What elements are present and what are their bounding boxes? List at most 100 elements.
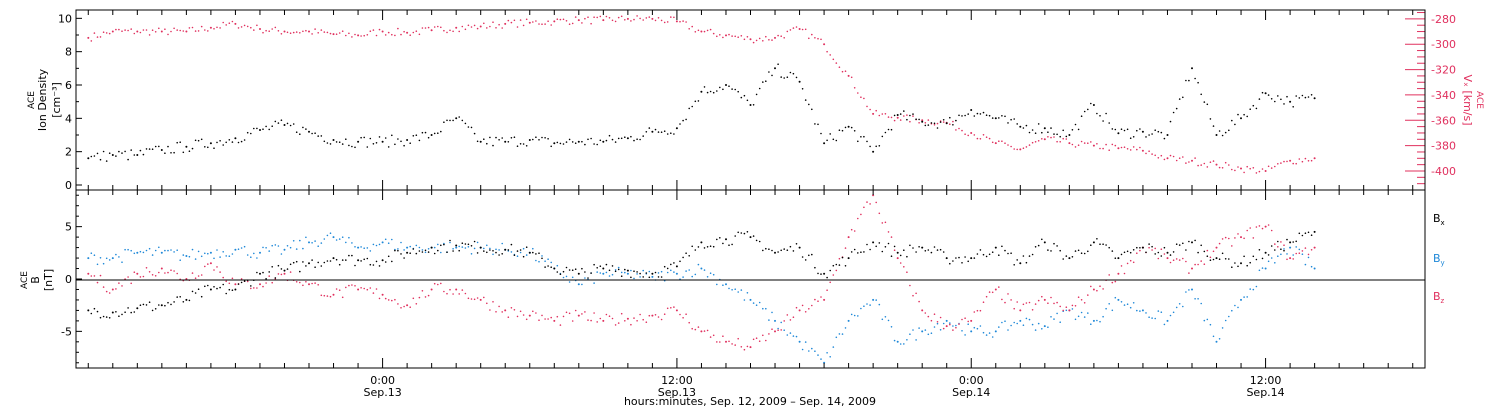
density-trace-dot — [786, 76, 789, 78]
bx-trace-dot — [768, 248, 770, 250]
vx-trace-dot — [967, 134, 969, 137]
bz-trace-dot — [985, 295, 988, 298]
bz-trace-dot — [982, 301, 985, 304]
by-trace-dot — [108, 259, 111, 261]
by-trace-dot — [1277, 255, 1279, 257]
density-trace-dot — [525, 145, 528, 147]
density-trace-dot — [418, 139, 421, 142]
bx-point — [798, 246, 801, 249]
density-trace-dot — [1105, 112, 1107, 115]
bz-trace-dot — [961, 318, 963, 321]
vx-trace-dot — [817, 37, 819, 40]
vx-trace-dot — [1228, 164, 1230, 166]
bx-trace-dot — [1258, 249, 1261, 251]
bx-point — [847, 257, 850, 260]
vx-trace-dot — [771, 39, 773, 41]
density-trace-dot — [709, 90, 712, 93]
by-trace-dot — [142, 251, 145, 254]
bx-trace-dot — [277, 264, 280, 267]
bx-trace-dot — [268, 271, 271, 273]
bz-trace-dot — [820, 296, 822, 298]
vx-trace-dot — [608, 17, 611, 19]
vx-trace-dot — [893, 119, 896, 122]
bz-trace-dot — [562, 315, 565, 318]
vx-trace-dot — [173, 27, 175, 30]
by-trace-dot — [246, 254, 249, 256]
bz-trace-dot — [1261, 227, 1264, 230]
bx-trace-dot — [384, 261, 387, 263]
density-point — [921, 120, 924, 123]
bz-point — [798, 309, 801, 312]
bx-trace-dot — [639, 272, 641, 275]
bx-trace-dot — [1169, 254, 1172, 256]
bz-trace-dot — [1277, 246, 1279, 248]
bz-trace-dot — [624, 320, 626, 322]
by-trace-dot — [869, 304, 871, 306]
by-point — [872, 298, 875, 301]
bx-trace-dot — [817, 272, 819, 275]
density-trace-dot — [335, 141, 338, 143]
bz-trace-dot — [924, 312, 927, 314]
bz-trace-dot — [1246, 229, 1248, 232]
density-trace-dot — [939, 121, 942, 123]
density-point — [1117, 132, 1120, 135]
vx-trace-dot — [369, 30, 372, 32]
vx-trace-dot — [486, 27, 488, 29]
bz-trace-dot — [1172, 259, 1175, 262]
vx-trace-dot — [133, 32, 136, 35]
bz-trace-dot — [437, 283, 439, 286]
vx-trace-dot — [1200, 164, 1202, 166]
vx-trace-dot — [1071, 143, 1074, 146]
by-trace-dot — [1034, 329, 1037, 331]
vx-trace-dot — [124, 29, 126, 31]
vx-trace-dot — [829, 54, 831, 56]
bz-trace-dot — [1310, 249, 1313, 251]
bx-trace-dot — [1077, 249, 1080, 252]
bz-trace-dot — [348, 284, 350, 287]
bx-trace-dot — [648, 276, 651, 279]
bz-trace-dot — [424, 296, 427, 298]
bz-trace-dot — [262, 285, 264, 288]
legend-bz: Bz — [1433, 290, 1445, 305]
bx-trace-dot — [176, 296, 178, 298]
by-trace-dot — [1292, 254, 1294, 256]
bx-trace-dot — [961, 262, 963, 264]
bx-point — [774, 251, 776, 254]
bx-trace-dot — [939, 248, 942, 251]
density-axis-label: ACE Ion Density [cm⁻³] — [27, 68, 63, 131]
density-trace-dot — [964, 114, 966, 117]
by-point — [994, 330, 997, 333]
by-trace-dot — [127, 248, 129, 251]
bx-trace-dot — [927, 249, 930, 251]
bz-trace-dot — [581, 313, 583, 315]
bz-trace-dot — [473, 298, 476, 301]
density-trace-dot — [1041, 131, 1043, 134]
by-trace-dot — [611, 273, 614, 276]
vx-point — [1289, 159, 1292, 162]
bx-trace-dot — [99, 316, 102, 319]
vx-trace-dot — [746, 36, 749, 38]
density-trace-dot — [483, 138, 485, 140]
density-trace-dot — [338, 141, 341, 143]
by-trace-dot — [768, 319, 770, 321]
by-trace-dot — [780, 321, 782, 324]
density-trace-dot — [289, 124, 292, 127]
by-trace-dot — [440, 251, 442, 254]
vx-trace-dot — [795, 26, 798, 28]
bx-trace-dot — [535, 253, 537, 255]
bx-trace-dot — [571, 269, 574, 272]
by-trace-dot — [280, 253, 283, 255]
bx-point — [1043, 241, 1046, 244]
bz-trace-dot — [1013, 307, 1015, 310]
bx-trace-dot — [292, 261, 295, 264]
density-trace-dot — [991, 117, 994, 119]
bx-trace-dot — [525, 246, 528, 248]
bx-trace-dot — [697, 246, 700, 248]
density-trace-dot — [317, 135, 320, 137]
by-trace-dot — [271, 244, 274, 247]
bz-trace-dot — [1175, 258, 1178, 260]
vx-trace-dot — [108, 32, 111, 35]
by-trace-dot — [1169, 314, 1172, 317]
b-legend: Bx By Bz — [1433, 212, 1445, 305]
by-point — [798, 340, 801, 343]
